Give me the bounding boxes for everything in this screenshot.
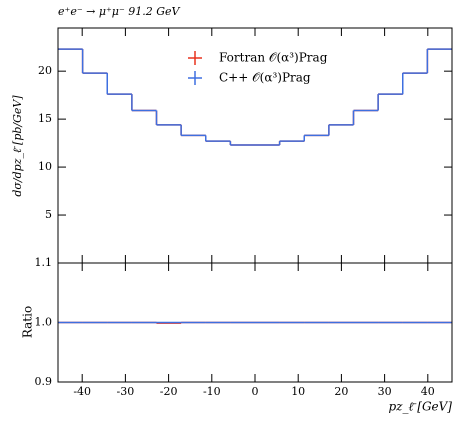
x-tick-label: 10: [291, 385, 305, 398]
x-tick-label: -40: [73, 385, 91, 398]
ratio-tick-label: 0.9: [35, 375, 53, 388]
ratio-frame: [57, 262, 453, 383]
x-tick-label: 30: [378, 385, 392, 398]
x-tick-label: -20: [160, 385, 178, 398]
y-tick-label: 15: [38, 112, 52, 125]
ratio-tick-label: 1.0: [35, 316, 53, 329]
ratio-axis-label: Ratio: [21, 306, 35, 338]
y-tick-label: 20: [38, 64, 52, 77]
x-tick-label: -30: [117, 385, 135, 398]
y-tick-label: 10: [38, 160, 52, 173]
y-tick-label: 5: [45, 208, 52, 221]
x-axis-label: pz_ℓ̄ [GeV]: [388, 400, 452, 414]
x-tick-label: 40: [421, 385, 435, 398]
legend-label: C++ 𝒪(α³)Prag: [219, 71, 311, 85]
y-axis-label: dσ/dpz_ℓ̄ [pb/GeV]: [11, 95, 24, 197]
x-tick-label: -10: [203, 385, 221, 398]
legend-label: Fortran 𝒪(α³)Prag: [219, 51, 328, 65]
x-tick-label: 20: [334, 385, 348, 398]
ratio-tick-label: 1.1: [35, 256, 53, 269]
x-tick-label: 0: [252, 385, 259, 398]
chart-title: e⁺e⁻ → μ⁺μ⁻ 91.2 GeV: [58, 5, 181, 18]
